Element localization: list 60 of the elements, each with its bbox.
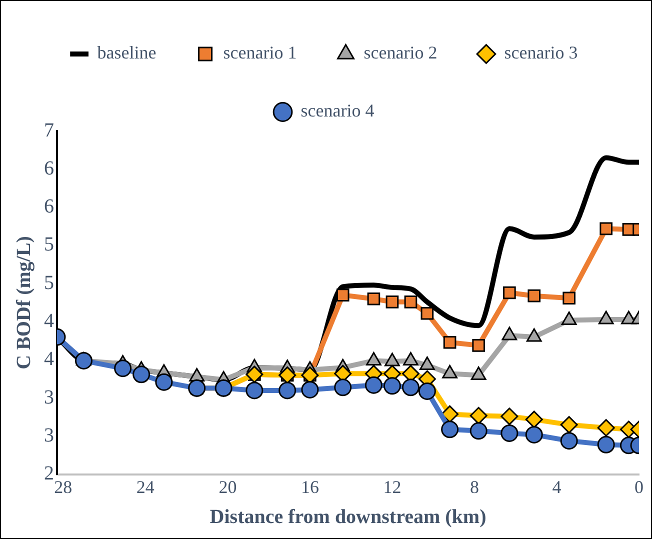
x-tick-label: 28 — [54, 476, 72, 497]
point — [597, 436, 615, 454]
point — [441, 420, 459, 438]
y-tick-label: 3 — [44, 424, 54, 446]
point — [470, 422, 488, 440]
point — [443, 336, 456, 349]
y-tick-label: 7 — [44, 119, 54, 142]
x-tick-label: 12 — [383, 476, 402, 497]
x-axis-title: Distance from downstream (km) — [210, 506, 486, 528]
point — [560, 416, 578, 434]
point — [278, 382, 296, 400]
point — [560, 432, 578, 450]
point — [334, 378, 352, 396]
legend-label: scenario 1 — [223, 42, 297, 63]
point — [364, 376, 382, 394]
point — [367, 292, 380, 306]
y-tick-label: 4 — [44, 348, 54, 370]
point — [525, 410, 543, 428]
point — [404, 296, 418, 308]
point — [597, 419, 615, 437]
y-tick-label: 6 — [44, 196, 54, 218]
point — [386, 296, 399, 308]
point — [301, 380, 319, 398]
point — [500, 408, 518, 426]
point — [503, 286, 516, 300]
point — [470, 406, 488, 424]
point — [472, 339, 485, 352]
x-tick-label: 20 — [218, 476, 237, 497]
point — [418, 382, 436, 400]
point — [132, 366, 150, 384]
legend-label: scenario 3 — [504, 42, 578, 63]
legend-label: baseline — [97, 42, 156, 63]
y-tick-label: 4 — [44, 310, 54, 332]
y-tick-label: 6 — [44, 157, 54, 180]
point — [525, 426, 543, 444]
legend-label: scenario 2 — [364, 42, 438, 63]
point — [383, 377, 401, 395]
point — [278, 366, 296, 384]
point — [402, 378, 420, 396]
x-tick-label: 0 — [634, 476, 644, 497]
point — [562, 292, 576, 305]
point — [420, 306, 434, 320]
x-tick-label: 24 — [136, 476, 154, 497]
point — [246, 366, 264, 384]
y-axis-title: C BODf (mg/L) — [13, 236, 36, 370]
x-tick-label: 8 — [470, 476, 479, 497]
point — [500, 424, 518, 442]
y-tick-label: 5 — [44, 272, 54, 294]
x-tick-label: 16 — [300, 476, 319, 497]
point — [155, 373, 173, 391]
y-tick-label: 2 — [44, 462, 54, 485]
point — [114, 360, 132, 378]
point — [528, 289, 541, 302]
x-tick-label: 4 — [552, 476, 562, 497]
y-tick-label: 3 — [44, 386, 54, 408]
legend-label: scenario 4 — [300, 100, 374, 121]
point — [246, 382, 264, 400]
point — [336, 288, 350, 302]
y-tick-label: 5 — [44, 234, 54, 256]
point — [600, 222, 613, 236]
